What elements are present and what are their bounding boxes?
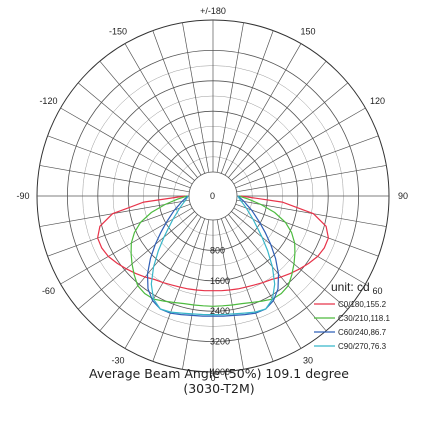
- grid-spoke: [231, 211, 349, 310]
- grid-spoke: [124, 43, 202, 176]
- series-curve-0: [96, 195, 330, 292]
- radial-tick-label: 2400: [210, 306, 230, 316]
- angle-label: -150: [109, 26, 127, 36]
- grid-spoke: [99, 214, 198, 332]
- grid-spoke: [152, 30, 206, 174]
- series-curve-1: [130, 195, 296, 307]
- angle-label: 150: [300, 26, 315, 36]
- radial-tick-label: 800: [210, 245, 225, 255]
- legend-label: C60/240,86.7: [338, 328, 387, 337]
- angle-label: 0: [210, 373, 215, 383]
- legend-label: C30/210,118.1: [338, 314, 390, 323]
- angle-label: 120: [370, 96, 385, 106]
- grid-spoke: [235, 135, 379, 189]
- grid-spoke: [235, 203, 379, 257]
- series-curve-2: [146, 195, 280, 317]
- grid-spoke: [60, 207, 193, 285]
- grid-spoke: [182, 22, 210, 173]
- grid-spoke: [47, 203, 191, 257]
- series-curve-3: [150, 195, 276, 316]
- grid-spoke: [220, 218, 274, 362]
- caption-beam-angle: Average Beam Angle (50%) 109.1 degree: [89, 366, 349, 381]
- grid-spoke: [231, 82, 349, 181]
- grid-spoke: [233, 207, 366, 285]
- grid-spoke: [220, 30, 274, 174]
- grid-spoke: [39, 165, 190, 193]
- angle-label: +/-180: [200, 6, 226, 16]
- unit-label: unit: cd: [331, 280, 370, 294]
- grid-spoke: [152, 218, 206, 362]
- series-curves: [96, 195, 330, 317]
- grid-spoke: [77, 211, 195, 310]
- grid-spoke: [99, 60, 198, 178]
- grid-spoke: [224, 43, 302, 176]
- grid-spoke: [47, 135, 191, 189]
- grid-spoke: [77, 82, 195, 181]
- grid-spoke: [216, 219, 244, 370]
- grid-spoke: [236, 165, 387, 193]
- grid-spoke: [228, 60, 327, 178]
- grid-spoke: [233, 107, 366, 185]
- angle-label: -90: [16, 191, 29, 201]
- grid-spoke: [60, 107, 193, 185]
- grid-spoke: [216, 22, 244, 173]
- legend-label: C0/180,155.2: [338, 300, 387, 309]
- angle-label: -30: [111, 356, 124, 366]
- legend: unit: cd C0/180,155.2 C30/210,118.1 C60/24…: [314, 280, 390, 351]
- legend-label: C90/270,76.3: [338, 342, 387, 351]
- radial-tick-labels: 0 800 1600 2400 3200 4000: [210, 191, 230, 377]
- grid-spoke: [228, 214, 327, 332]
- angle-label: -120: [39, 96, 57, 106]
- grid-spoke: [182, 219, 210, 370]
- radial-tick-label: 3200: [210, 337, 230, 347]
- angle-label: -60: [42, 286, 55, 296]
- angle-labels: +/-180 150 -150 120 -120 90 -90 60 -60 30 -30 0: [16, 6, 408, 383]
- angle-label: 60: [373, 286, 383, 296]
- radial-tick-label: 1600: [210, 276, 230, 286]
- caption-model: (3030-T2M): [183, 381, 255, 396]
- angle-label: 90: [398, 191, 408, 201]
- radial-tick-label: 4000: [210, 367, 230, 377]
- radial-tick-label: 0: [210, 191, 215, 201]
- angle-label: 30: [303, 356, 313, 366]
